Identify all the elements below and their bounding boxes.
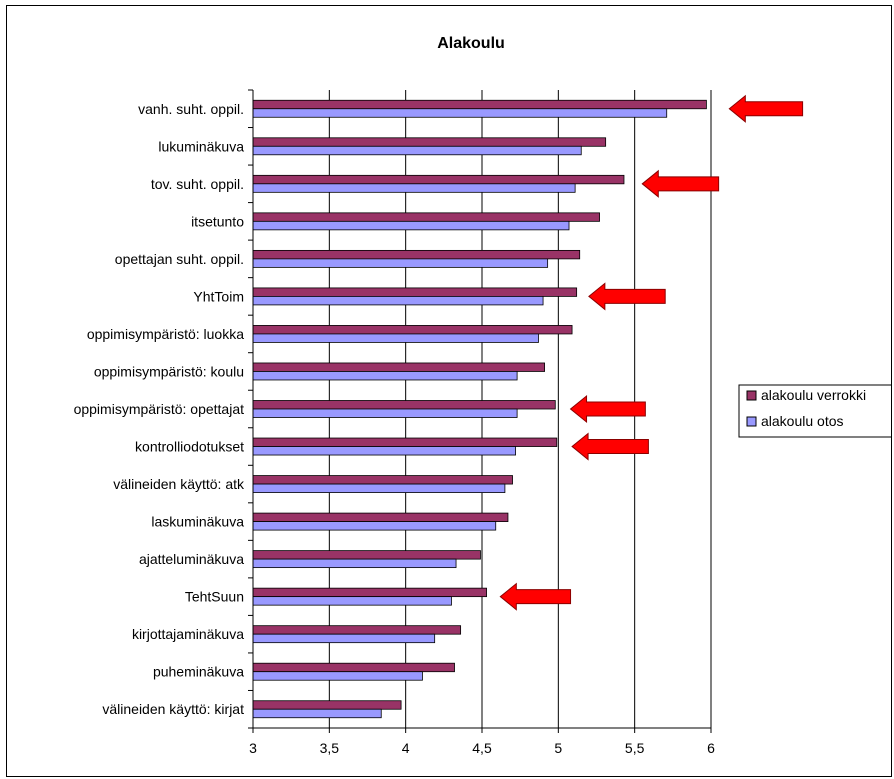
bar-otos xyxy=(252,671,423,681)
legend-swatch-verrokki xyxy=(746,390,757,401)
x-tick-label: 4 xyxy=(402,740,410,756)
category-label: itsetunto xyxy=(191,213,244,229)
arrow-annotation xyxy=(728,94,804,123)
category-label: oppimisympäristö: luokka xyxy=(87,326,244,342)
category-label: puheminäkuva xyxy=(153,664,244,680)
legend: alakoulu verrokki alakoulu otos xyxy=(738,384,891,438)
bar-otos xyxy=(252,708,382,719)
x-tick-label: 4,5 xyxy=(472,740,492,756)
bar-otos xyxy=(252,371,518,381)
category-label: tov. suht. oppil. xyxy=(151,176,244,192)
bar-otos xyxy=(252,446,516,456)
bar-verrokki xyxy=(252,625,462,635)
x-tick-label: 6 xyxy=(707,740,715,756)
bar-verrokki xyxy=(252,700,402,710)
chart-title: Alakoulu xyxy=(437,35,505,52)
category-label: välineiden käyttö: kirjat xyxy=(102,701,244,717)
bar-verrokki xyxy=(252,249,581,260)
chart-frame: Alakoulu 3 3,5 4 4,5 5 5,5 6 vanh. suht. oppil.… xyxy=(6,5,892,777)
bar-otos xyxy=(252,596,452,606)
bar-verrokki xyxy=(252,475,513,485)
bar-verrokki xyxy=(252,137,607,147)
x-tick-label: 5 xyxy=(554,740,562,756)
bar-verrokki xyxy=(252,325,573,335)
arrow-annotation xyxy=(571,432,649,461)
x-tick-label: 3 xyxy=(249,740,257,756)
arrow-annotation xyxy=(588,282,666,311)
bar-verrokki xyxy=(252,400,556,410)
category-label: opettajan suht. oppil. xyxy=(115,251,244,267)
bar-verrokki xyxy=(252,212,600,222)
bar-verrokki xyxy=(252,512,509,522)
x-tick-label: 5,5 xyxy=(625,740,645,756)
bar-otos xyxy=(252,558,457,569)
bar-verrokki xyxy=(252,99,707,110)
arrow-annotation xyxy=(641,169,720,198)
bar-otos xyxy=(252,296,544,306)
bar-otos xyxy=(252,183,576,193)
bar-verrokki xyxy=(252,174,625,185)
category-label: ajatteluminäkuva xyxy=(139,551,244,567)
category-label: vanh. suht. oppil. xyxy=(138,101,244,117)
labels-layer: 3 3,5 4 4,5 5 5,5 6 vanh. suht. oppil. lukuminäk… xyxy=(74,101,716,756)
bar-verrokki xyxy=(252,362,545,372)
category-label: välineiden käyttö: atk xyxy=(113,476,245,492)
category-label: kontrolliodotukset xyxy=(135,439,244,455)
bar-otos xyxy=(252,258,549,268)
arrows-layer xyxy=(499,94,804,611)
legend-label-verrokki: alakoulu verrokki xyxy=(761,387,866,403)
bar-otos xyxy=(252,108,668,118)
bar-otos xyxy=(252,408,518,418)
bar-verrokki xyxy=(252,437,558,447)
category-label: lukuminäkuva xyxy=(158,138,244,154)
bar-otos xyxy=(252,521,497,531)
arrow-annotation xyxy=(499,582,572,611)
category-label: oppimisympäristö: koulu xyxy=(94,363,244,379)
category-label: oppimisympäristö: opettajat xyxy=(74,401,245,417)
category-label: kirjottajaminäkuva xyxy=(132,626,244,642)
bars-layer xyxy=(252,99,707,719)
axis-layer xyxy=(248,89,712,733)
bar-otos xyxy=(252,145,582,156)
bar-otos xyxy=(252,483,506,493)
bar-otos xyxy=(252,633,436,644)
legend-label-otos: alakoulu otos xyxy=(761,413,844,429)
bar-chart: Alakoulu 3 3,5 4 4,5 5 5,5 6 vanh. suht. oppil.… xyxy=(74,35,891,756)
bar-otos xyxy=(252,333,539,343)
bar-verrokki xyxy=(252,287,578,297)
category-label: laskuminäkuva xyxy=(151,514,244,530)
legend-box xyxy=(738,384,891,438)
category-label: TehtSuun xyxy=(185,589,244,605)
category-label: YhtToim xyxy=(193,288,244,304)
bar-verrokki xyxy=(252,550,481,560)
x-tick-label: 3,5 xyxy=(320,740,340,756)
bar-otos xyxy=(252,220,570,231)
arrow-annotation xyxy=(569,394,646,424)
legend-swatch-otos xyxy=(746,416,757,427)
bar-verrokki xyxy=(252,662,455,673)
bar-verrokki xyxy=(252,587,487,598)
